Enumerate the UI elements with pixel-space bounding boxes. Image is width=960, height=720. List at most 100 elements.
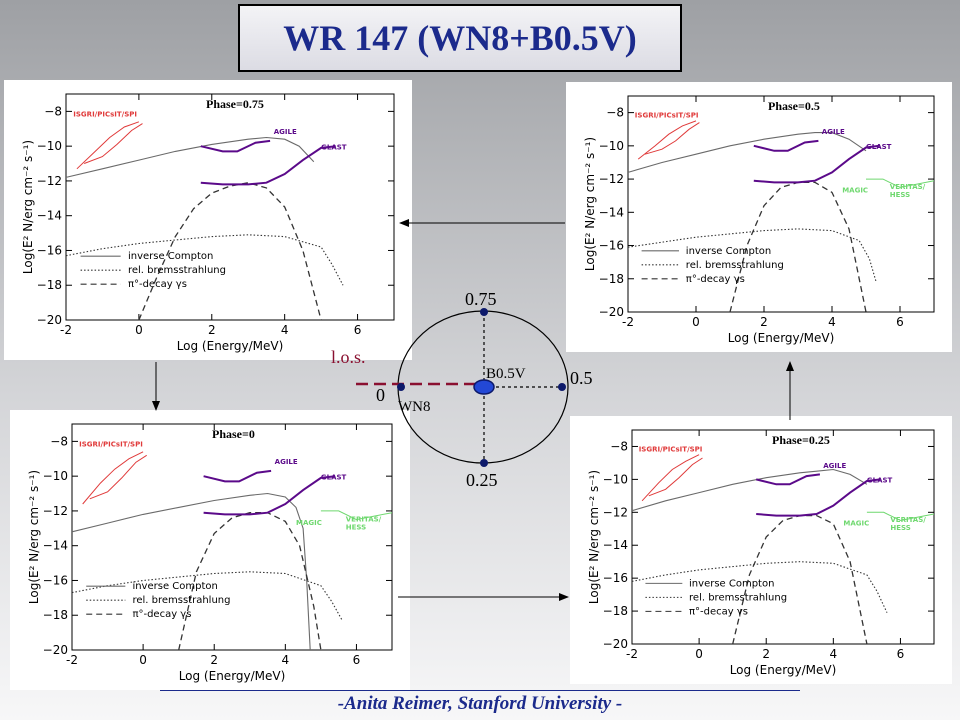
x-tick-label: 0 <box>139 653 147 667</box>
companion-label: B0.5V <box>486 366 526 382</box>
y-tick-label: −14 <box>37 209 62 223</box>
y-tick-label: −10 <box>43 469 68 483</box>
x-tick-label: -2 <box>626 647 638 661</box>
instrument-label-hess: HESS <box>890 524 910 532</box>
x-tick-label: 0 <box>695 647 703 661</box>
instrument-label-veritas: VERITAS/ <box>890 516 926 524</box>
plot-frame <box>627 95 935 313</box>
series-solid-line <box>65 136 315 178</box>
phase-label-top: 0.75 <box>465 289 497 309</box>
phase-label-right: 0.5 <box>570 368 593 388</box>
magic-curve <box>866 178 935 188</box>
y-tick-label: −16 <box>37 243 62 257</box>
instrument-label: AGILE <box>822 128 845 136</box>
legend-label: π°-decay γs <box>689 606 748 617</box>
y-tick-label: −10 <box>603 472 628 486</box>
x-axis-label: Log (Energy/MeV) <box>179 669 286 683</box>
phase-label: Phase=0.5 <box>768 99 820 113</box>
x-tick-label: 2 <box>760 315 768 329</box>
series-solid-line <box>631 468 868 512</box>
slide-title: WR 147 (WN8+B0.5V) <box>283 18 637 58</box>
chart-panel-phase075: -2 0 2 4 6 −8 −10 −12 −14 −16 −18 −20 Log (Energy/Me… <box>4 80 412 360</box>
instrument-label: MAGIC <box>842 186 868 194</box>
y-tick-label: −14 <box>603 538 628 552</box>
glast-curve <box>203 475 336 516</box>
instrument-label: ISGRI/PICsIT/SPI <box>73 111 137 119</box>
x-axis-label: Log (Energy/MeV) <box>177 339 284 353</box>
instrument-label: AGILE <box>823 462 846 470</box>
x-tick-label: 4 <box>828 315 836 329</box>
y-tick-label: −12 <box>603 505 628 519</box>
orbit-ellipse <box>397 310 569 464</box>
x-tick-label: 0 <box>135 323 143 337</box>
chart-panel-phase0: -2 0 2 4 6 −8 −10 −12 −14 −16 −18 −20 Log (Energy/Me… <box>10 410 410 690</box>
legend-label: rel. bremsstrahlung <box>128 265 226 276</box>
y-tick-label: −8 <box>610 439 628 453</box>
instrument-label: GLAST <box>867 477 893 485</box>
glast-curve <box>200 145 336 186</box>
legend-label: rel. bremsstrahlung <box>132 595 230 606</box>
glast-curve <box>756 478 881 517</box>
y-tick-label: −18 <box>43 608 68 622</box>
x-axis-label: Log (Energy/MeV) <box>728 331 835 345</box>
x-tick-label: 6 <box>354 323 362 337</box>
y-tick-label: −16 <box>599 239 624 253</box>
x-tick-label: 6 <box>897 647 905 661</box>
isgri-curve <box>648 457 703 497</box>
isgri-curve <box>644 122 700 155</box>
y-tick-label: −10 <box>599 139 624 153</box>
y-tick-label: −12 <box>599 172 624 186</box>
magic-curve <box>866 511 935 522</box>
y-axis-label: Log(E² N/erg cm⁻² s⁻¹) <box>21 140 35 274</box>
x-tick-label: 2 <box>208 323 216 337</box>
chart-panel-phase025: -2 0 2 4 6 −8 −10 −12 −14 −16 −18 −20 Log (Energy/Me… <box>570 416 952 684</box>
chart-svg: -2 0 2 4 6 −8 −10 −12 −14 −16 −18 −20 Log (Energy/Me… <box>583 95 935 345</box>
instrument-label: GLAST <box>321 144 347 152</box>
glast-curve <box>753 144 880 184</box>
legend-label: rel. bremsstrahlung <box>686 260 784 271</box>
series-dotted-line <box>65 234 344 286</box>
x-tick-label: 4 <box>281 323 289 337</box>
instrument-label: GLAST <box>866 143 892 151</box>
phase-label: Phase=0.75 <box>206 97 264 111</box>
legend-label: inverse Compton <box>132 581 217 592</box>
y-tick-label: −14 <box>43 539 68 553</box>
x-tick-label: 6 <box>896 315 904 329</box>
y-tick-label: −20 <box>603 637 628 651</box>
isgri-curve <box>641 454 700 502</box>
chart-svg: -2 0 2 4 6 −8 −10 −12 −14 −16 −18 −20 Log (Energy/Me… <box>21 93 395 353</box>
footer-credit: -Anita Reimer, Stanford University - <box>160 690 800 715</box>
isgri-curve <box>637 120 697 160</box>
y-tick-label: −8 <box>44 104 62 118</box>
orbit-point-right <box>558 383 566 391</box>
agile-curve <box>200 139 271 153</box>
plot-frame <box>65 93 395 321</box>
x-tick-label: 2 <box>762 647 770 661</box>
title-box: WR 147 (WN8+B0.5V) <box>238 4 682 72</box>
instrument-label: ISGRI/PICsIT/SPI <box>639 445 703 453</box>
instrument-label: GLAST <box>321 474 347 482</box>
legend-label: rel. bremsstrahlung <box>689 592 787 603</box>
legend-label: inverse Compton <box>689 578 774 589</box>
x-tick-label: -2 <box>622 315 634 329</box>
instrument-label-veritas: VERITAS/ <box>890 183 926 191</box>
y-tick-label: −18 <box>603 604 628 618</box>
legend-label: π°-decay γs <box>686 274 745 285</box>
y-tick-label: −12 <box>37 174 62 188</box>
agile-curve <box>755 473 821 486</box>
legend-label: inverse Compton <box>686 246 771 257</box>
x-tick-label: 0 <box>692 315 700 329</box>
y-tick-label: −8 <box>606 106 624 120</box>
y-tick-label: −16 <box>603 571 628 585</box>
series-solid-line <box>627 132 867 173</box>
y-tick-label: −18 <box>599 272 624 286</box>
phase-label-left: 0 <box>376 385 385 405</box>
x-tick-label: -2 <box>66 653 78 667</box>
chart-svg: -2 0 2 4 6 −8 −10 −12 −14 −16 −18 −20 Log (Energy/Me… <box>27 423 393 683</box>
x-tick-label: 2 <box>210 653 218 667</box>
y-axis-label: Log(E² N/erg cm⁻² s⁻¹) <box>27 470 41 604</box>
instrument-label-hess: HESS <box>890 191 910 199</box>
instrument-label: ISGRI/PICsIT/SPI <box>635 112 699 120</box>
y-tick-label: −20 <box>43 643 68 657</box>
instrument-label: AGILE <box>275 458 298 466</box>
